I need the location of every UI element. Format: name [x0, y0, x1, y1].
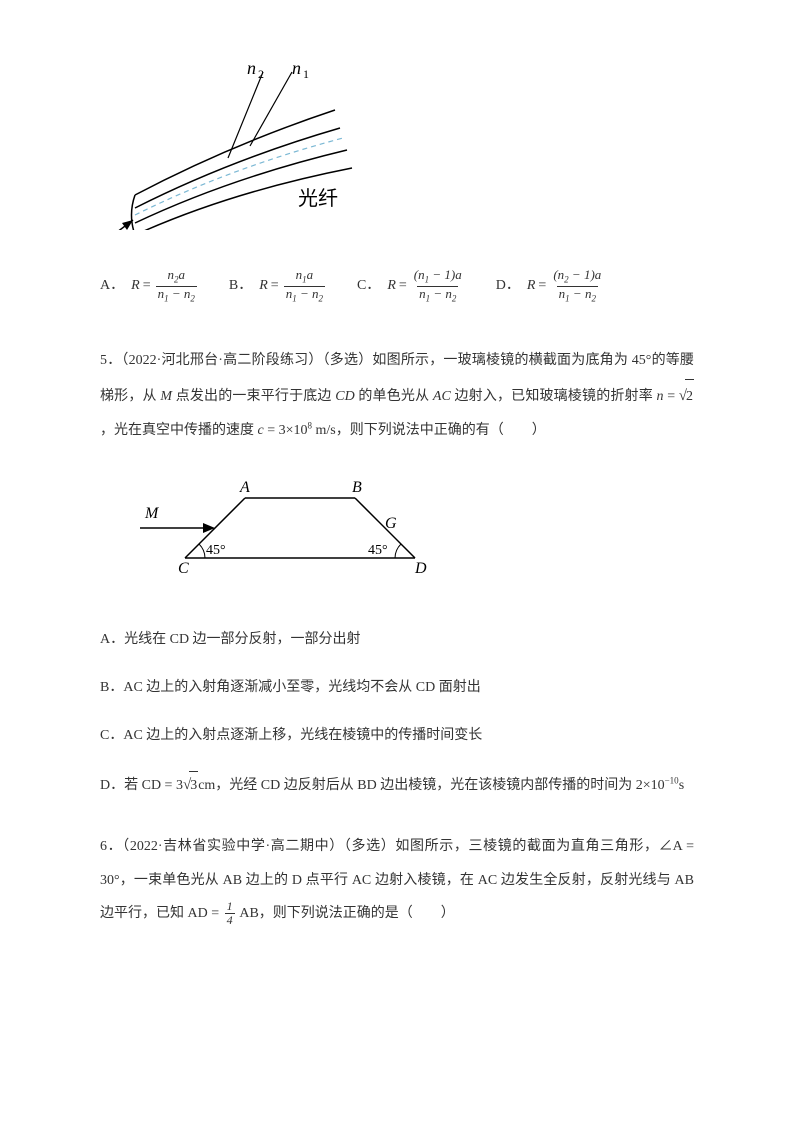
var-R: R	[131, 275, 140, 297]
denominator: n1 − n2	[284, 286, 325, 304]
numerator: n2a	[165, 268, 187, 285]
denominator: n1 − n2	[156, 286, 197, 304]
q4-option-A: A． R = n2a n1 − n2	[100, 268, 199, 304]
numerator: 1	[225, 900, 235, 913]
svg-text:n: n	[247, 60, 256, 78]
q4-option-C: C． R = (n1 − 1)a n1 − n2	[357, 268, 466, 304]
exp-10: −10	[665, 775, 679, 785]
eq-sign: =	[143, 275, 151, 297]
svg-text:1: 1	[303, 67, 309, 81]
eq-sign: =	[399, 275, 407, 297]
label-D: D	[414, 560, 427, 577]
optD-post: cm，光经 CD 边反射后从 BD 边出棱镜，光在该棱镜内部传播的时间为 2×1…	[198, 778, 664, 793]
numerator: n1a	[294, 268, 316, 285]
eq: =	[664, 389, 679, 404]
var-R: R	[259, 275, 268, 297]
sqrt-icon: 2	[679, 378, 694, 414]
eq-sign: =	[538, 275, 546, 297]
figure-trapezoid: A B C D G M 45° 45°	[140, 468, 694, 596]
q6-text: 6．（2022·吉林省实验中学·高二期中）（多选）如图所示，三棱镜的截面为直角三…	[100, 830, 694, 931]
q5-part5: ，光在真空中传播的速度	[100, 423, 258, 438]
denominator: n1 − n2	[557, 286, 598, 304]
angle-left: 45°	[206, 543, 226, 558]
var-M: M	[160, 389, 172, 404]
q4-options: A． R = n2a n1 − n2 B． R = n1a n1 − n2 C．…	[100, 268, 694, 304]
figure-optical-fiber: n 2 n 1 光纤	[100, 60, 694, 238]
option-label: A．	[100, 275, 124, 297]
optD-pre: D．若 CD = 3	[100, 778, 183, 793]
svg-text:n: n	[292, 60, 301, 78]
var-R: R	[527, 275, 536, 297]
denominator: 4	[225, 913, 235, 927]
label-C: C	[178, 560, 189, 577]
q5-part4: 边射入，已知玻璃棱镜的折射率	[451, 389, 657, 404]
q5-part3: 的单色光从	[355, 389, 433, 404]
option-label: B．	[229, 275, 252, 297]
angle-right: 45°	[368, 543, 388, 558]
fraction: n1a n1 − n2	[284, 268, 325, 304]
q5-option-D: D．若 CD = 33cm，光经 CD 边反射后从 BD 边出棱镜，光在该棱镜内…	[100, 770, 694, 800]
var-n: n	[657, 389, 664, 404]
q4-option-B: B． R = n1a n1 − n2	[229, 268, 327, 304]
fraction: 14	[225, 900, 235, 927]
trapezoid-svg: A B C D G M 45° 45°	[140, 468, 460, 588]
var-R: R	[387, 275, 396, 297]
label-G: G	[385, 515, 397, 532]
q5-part2: 点发出的一束平行于底边	[172, 389, 335, 404]
numerator: (n1 − 1)a	[412, 268, 464, 285]
fiber-label: 光纤	[298, 187, 338, 210]
fraction: (n1 − 1)a n1 − n2	[412, 268, 464, 304]
fraction: (n2 − 1)a n1 − n2	[551, 268, 603, 304]
eq2: = 3×10	[264, 423, 308, 438]
q4-option-D: D． R = (n2 − 1)a n1 − n2	[496, 268, 606, 304]
label-B: B	[352, 479, 362, 496]
q5-text: 5．（2022·河北邢台·高二阶段练习）（多选）如图所示，一玻璃棱镜的横截面为底…	[100, 344, 694, 447]
q5-option-C: C．AC 边上的入射点逐渐上移，光线在棱镜中的传播时间变长	[100, 722, 694, 750]
option-label: D．	[496, 275, 520, 297]
fraction: n2a n1 − n2	[156, 268, 197, 304]
q5-part6: m/s，则下列说法中正确的有（ ）	[312, 423, 546, 438]
optD-end: s	[679, 778, 684, 793]
option-label: C．	[357, 275, 380, 297]
denominator: n1 − n2	[417, 286, 458, 304]
fiber-svg: n 2 n 1 光纤	[100, 60, 380, 230]
label-A: A	[239, 479, 250, 496]
numerator: (n2 − 1)a	[551, 268, 603, 285]
q6-part2: AB，则下列说法正确的是（ ）	[237, 906, 455, 921]
eq-sign: =	[271, 275, 279, 297]
svg-text:2: 2	[258, 67, 264, 81]
label-M: M	[144, 505, 160, 522]
q5-option-B: B．AC 边上的入射角逐渐减小至零，光线均不会从 CD 面射出	[100, 674, 694, 702]
sqrt-icon: 3	[183, 770, 198, 800]
var-CD: CD	[335, 389, 354, 404]
var-AC: AC	[433, 389, 451, 404]
q5-option-A: A．光线在 CD 边一部分反射，一部分出射	[100, 626, 694, 654]
